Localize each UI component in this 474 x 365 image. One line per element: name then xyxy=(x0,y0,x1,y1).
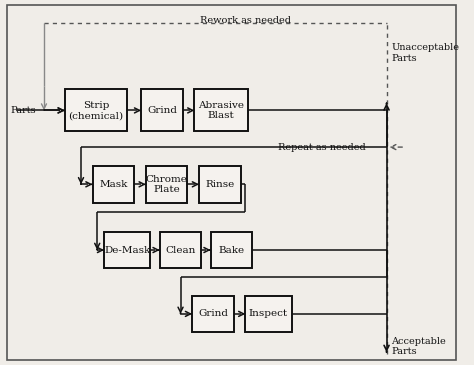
Text: Parts: Parts xyxy=(10,106,36,115)
Text: Abrasive
Blast: Abrasive Blast xyxy=(198,101,244,120)
Text: Rework as needed: Rework as needed xyxy=(200,16,291,24)
Bar xyxy=(146,166,188,203)
Text: Clean: Clean xyxy=(165,246,196,254)
Text: Chrome
Plate: Chrome Plate xyxy=(146,174,188,194)
Bar xyxy=(246,296,292,332)
Bar xyxy=(92,166,134,203)
Text: Mask: Mask xyxy=(99,180,128,189)
Bar xyxy=(210,232,252,268)
Bar xyxy=(160,232,201,268)
Text: Inspect: Inspect xyxy=(249,310,288,318)
Text: De-Mask: De-Mask xyxy=(104,246,150,254)
Text: Repeat as needed: Repeat as needed xyxy=(278,143,365,152)
Text: Grind: Grind xyxy=(147,106,177,115)
Text: Grind: Grind xyxy=(198,310,228,318)
Text: Rinse: Rinse xyxy=(205,180,235,189)
Bar xyxy=(192,296,234,332)
Text: Unacceptable
Parts: Unacceptable Parts xyxy=(391,43,459,63)
Bar xyxy=(141,89,183,131)
Text: Acceptable
Parts: Acceptable Parts xyxy=(391,337,446,357)
Bar xyxy=(104,232,150,268)
Bar xyxy=(199,166,241,203)
Text: Strip
(chemical): Strip (chemical) xyxy=(69,101,124,120)
Bar xyxy=(194,89,248,131)
Text: Bake: Bake xyxy=(219,246,245,254)
Bar xyxy=(65,89,128,131)
